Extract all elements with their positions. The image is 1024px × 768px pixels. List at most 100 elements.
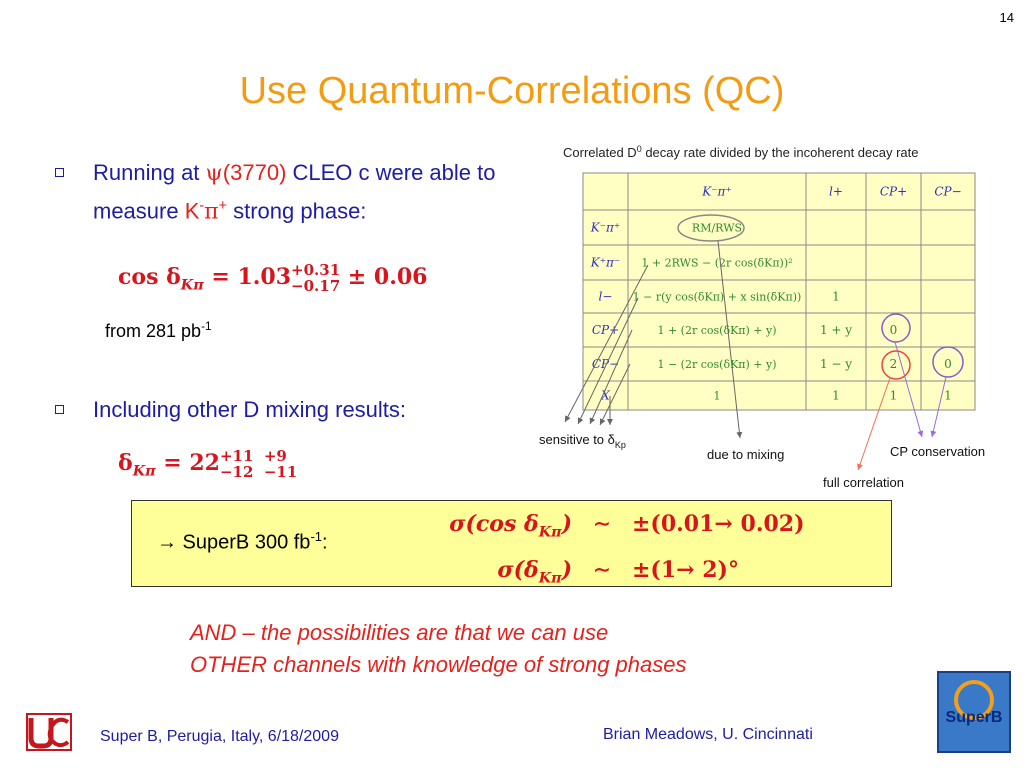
logo-text: SuperB <box>946 709 1003 726</box>
annotation: full correlation <box>823 475 904 490</box>
math: σ(cos δKπ) <box>417 505 572 551</box>
math: +0.31 −0.17 <box>291 262 340 294</box>
math: cos δ <box>118 264 181 290</box>
math: Kπ <box>538 570 562 587</box>
text: Kp <box>615 440 626 450</box>
formula: δKπ = 22 +11 +9 −12 −11 <box>118 448 297 480</box>
math: σ(cos δ <box>449 511 539 537</box>
row-header: CP− <box>592 357 619 371</box>
math: Kπ <box>180 277 204 294</box>
math: = 1.03 <box>203 264 292 290</box>
note: AND – the possibilities are that we can … <box>190 617 686 681</box>
column-header: l+ <box>829 185 843 199</box>
table-cell: 2 <box>890 357 898 371</box>
column-header: CP+ <box>880 185 907 199</box>
uc-logo <box>26 713 72 751</box>
highlights <box>677 214 964 380</box>
table-cell: 1 − r(y cos(δKπ) + x sin(δKπ)) <box>633 291 802 304</box>
arrows <box>564 240 947 471</box>
text: strong phase: <box>227 198 367 224</box>
text: π <box>204 199 219 225</box>
math: ± 0.06 <box>340 264 428 290</box>
math: Kπ <box>132 463 156 480</box>
table-cell: 1 + 2RWS − (2r cos(δKπ))² <box>641 257 792 270</box>
row-header: K⁻π⁺ <box>590 221 621 235</box>
text: -1 <box>201 320 212 333</box>
math: σ(δ <box>497 557 539 584</box>
table-cell: 1 <box>890 389 898 403</box>
row-header: CP+ <box>592 323 619 337</box>
box-label: → SuperB 300 fb-1: <box>157 529 328 555</box>
text: -1 <box>310 529 322 544</box>
text: Running at <box>93 160 206 185</box>
math: δ <box>118 450 133 476</box>
text: ψ <box>205 161 223 186</box>
math: = 22 <box>155 450 220 476</box>
page-number: 14 <box>999 10 1014 25</box>
table-cell: 1 <box>714 390 721 403</box>
row-header: X <box>600 389 610 403</box>
text: decay rate divided by the incoherent dec… <box>642 145 919 160</box>
text: : <box>322 531 328 554</box>
text: from 281 pb <box>105 321 202 341</box>
title: Use Quantum-Correlations (QC) <box>239 70 785 112</box>
math: ±(0.01→ 0.02) <box>632 511 805 537</box>
text: Correlated D <box>563 145 637 160</box>
footer-right: Brian Meadows, U. Cincinnati <box>603 726 813 743</box>
footer-left: Super B, Perugia, Italy, 6/18/2009 <box>100 728 339 745</box>
math: ) <box>561 511 572 537</box>
figure-caption: Correlated D0 decay rate divided by the … <box>563 144 919 160</box>
math: −12 −11 <box>219 463 298 481</box>
math: ∼ <box>592 511 612 537</box>
text: K <box>184 198 200 224</box>
annotation: sensitive to δKp <box>539 432 626 450</box>
row-header: l− <box>599 290 613 304</box>
math: +0.31 <box>291 261 341 279</box>
figure-table: K⁻π⁺ l+ CP+ CP− K⁻π⁺ RM/RWS K⁺π⁻ 1 + 2RWS − (2r… <box>582 172 976 411</box>
table-cell: 0 <box>890 323 898 337</box>
text: (3770) <box>222 160 287 185</box>
bullet-icon <box>55 168 64 177</box>
math: ±(1→ 2)° <box>632 557 739 584</box>
text: + <box>218 198 227 214</box>
formula: σ(cos δKπ) ∼ ±(0.01→ 0.02) σ(δKπ) ∼ ±(1→ 2)° <box>417 505 832 598</box>
math: +11 +9 <box>219 447 287 465</box>
formula: cos δKπ = 1.03 +0.31 −0.17 ± 0.06 <box>118 262 427 294</box>
math: σ(δKπ) <box>417 551 572 597</box>
superb-logo: SuperB <box>937 671 1011 753</box>
formula-row: σ(cos δKπ) ∼ ±(0.01→ 0.02) <box>417 505 832 551</box>
math: Kπ <box>538 524 562 541</box>
formula-row: σ(δKπ) ∼ ±(1→ 2)° <box>417 551 832 597</box>
bullet: Including other D mixing results: <box>93 397 407 422</box>
bullet-icon <box>55 405 64 414</box>
annotation: due to mixing <box>707 447 784 462</box>
table-cell: 1 − y <box>820 357 852 371</box>
result-box: → SuperB 300 fb-1: σ(cos δKπ) ∼ ±(0.01→ 0.… <box>131 500 892 587</box>
text: sensitive to δ <box>539 432 615 447</box>
bullet: Running at ψ(3770) CLEO c were able to m… <box>93 156 525 228</box>
table-cell: 0 <box>944 357 952 371</box>
column-header: CP− <box>934 185 961 199</box>
text: - <box>199 198 205 214</box>
row-header: K⁺π⁻ <box>590 256 621 270</box>
table-cell: 1 <box>832 290 840 304</box>
column-header: K⁻π⁺ <box>701 185 732 199</box>
table-cell: 1 − (2r cos(δKπ) + y) <box>657 358 776 371</box>
table-cell: RM/RWS <box>692 222 742 235</box>
text: 0 <box>637 144 642 154</box>
text: → SuperB 300 fb <box>157 531 311 554</box>
table-cell: 1 <box>944 389 952 403</box>
text: AND – the possibilities are that we can … <box>190 620 609 645</box>
math: +11 +9 −12 −11 <box>220 448 297 480</box>
table-cell: 1 <box>832 389 840 403</box>
annotation: CP conservation <box>890 444 985 459</box>
table-cell: 1 + (2r cos(δKπ) + y) <box>657 324 776 337</box>
math: ) <box>561 557 572 584</box>
text: OTHER channels with knowledge of strong … <box>190 652 687 677</box>
table-cell: 1 + y <box>820 323 852 337</box>
text: CLEO c were able to measure <box>93 160 496 224</box>
math: −0.17 <box>291 277 341 295</box>
math: ∼ <box>592 557 612 584</box>
